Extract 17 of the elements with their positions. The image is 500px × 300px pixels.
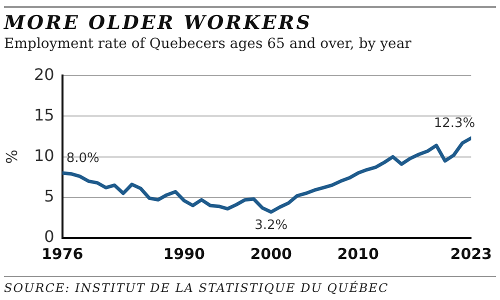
y-tick-label: 20 <box>34 64 54 84</box>
x-tick-label: 1976 <box>41 244 84 263</box>
y-tick-label: 10 <box>34 146 54 165</box>
chart-title: MORE OLDER WORKERS <box>4 6 496 34</box>
x-tick-label: 1990 <box>163 244 205 263</box>
annotation: 8.0% <box>66 150 100 166</box>
source-note: SOURCE: INSTITUT DE LA STATISTIQUE DU QUÉBEC <box>4 276 496 295</box>
y-tick-label: 15 <box>34 105 54 124</box>
x-tick-label: 2000 <box>250 244 292 263</box>
annotation: 12.3% <box>434 116 476 131</box>
x-tick-label: 2010 <box>337 244 379 263</box>
chart-subtitle: Employment rate of Quebecers ages 65 and over, by year <box>4 36 412 52</box>
annotation: 3.2% <box>254 218 288 233</box>
y-tick-label: 0 <box>44 227 54 246</box>
x-tick-label: 2023 <box>450 244 492 263</box>
y-tick-label: 5 <box>44 186 54 206</box>
y-axis-title: % <box>2 150 21 164</box>
